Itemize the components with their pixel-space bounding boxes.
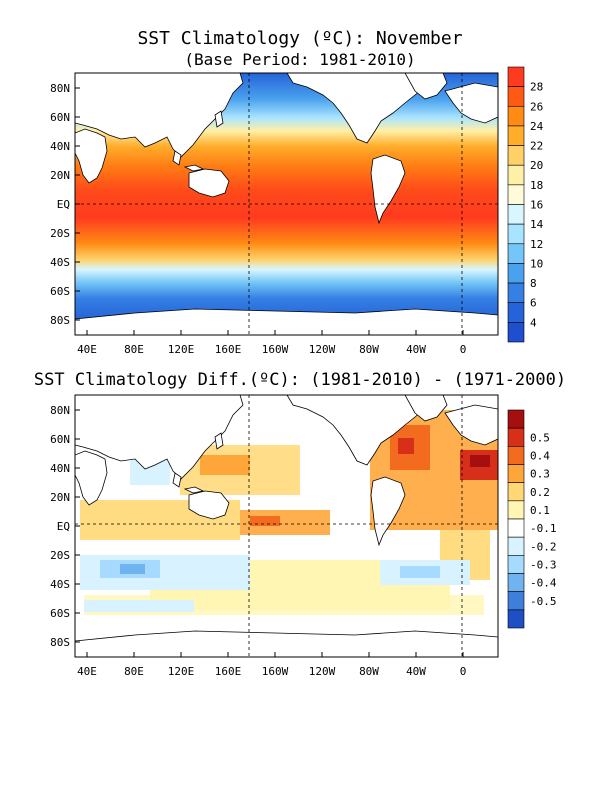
bottom-colorbar-swatch xyxy=(507,536,525,556)
top-colorbar-swatch xyxy=(507,145,525,166)
bottom-colorbar-swatch xyxy=(507,464,525,483)
bottom-colorbar-swatch xyxy=(507,446,525,465)
top-map-lat-label: 40S xyxy=(50,256,70,269)
bottom-colorbar-label: 0.3 xyxy=(530,468,550,481)
top-map-lon-label: 80W xyxy=(359,343,379,356)
top-map-lon-label: 40W xyxy=(406,343,426,356)
bottom-map-lat-label: 40S xyxy=(50,578,70,591)
top-colorbar-swatch xyxy=(507,243,525,264)
top-map-lat-label: 20S xyxy=(50,227,70,240)
bottom-colorbar-label: 0.4 xyxy=(530,449,550,462)
top-colorbar: 28 26 24 22 20 18 16 14 12 10 8 6 4 xyxy=(507,66,544,343)
top-colorbar-label: 12 xyxy=(530,238,543,251)
top-map-lon-label: 0 xyxy=(460,343,467,356)
top-colorbar-swatch xyxy=(507,66,525,87)
top-map-lat-label: 80S xyxy=(50,314,70,327)
bottom-colorbar-swatch xyxy=(507,573,525,592)
top-colorbar-label: 10 xyxy=(530,257,543,270)
top-map-subtitle: (Base Period: 1981-2010) xyxy=(184,50,416,69)
top-map-lon-label: 160E xyxy=(215,343,242,356)
bottom-map-lat-label: EQ xyxy=(57,520,70,533)
bottom-map-lon-axis: 40E 80E 120E 160E 160W 120W 80W 40W 0 xyxy=(77,652,466,678)
top-map-lat-label: 80N xyxy=(50,82,70,95)
bottom-colorbar-swatch xyxy=(507,482,525,502)
top-colorbar-label: 14 xyxy=(530,218,544,231)
bottom-map-title: SST Climatology Diff.(ºC): (1981-2010) -… xyxy=(33,370,567,390)
top-map-lon-axis: 40E 80E 120E 160E 160W 120W 80W 40W 0 xyxy=(77,330,466,356)
bottom-colorbar-label: -0.5 xyxy=(530,595,557,608)
bottom-map-lon-label: 160E xyxy=(215,665,242,678)
bottom-map-lon-label: 120E xyxy=(168,665,195,678)
bottom-map-lon-label: 80E xyxy=(124,665,144,678)
bottom-map-lon-label: 40W xyxy=(406,665,426,678)
bottom-map: 80N 60N 40N 20N EQ 20S 40S 60S 80S 40E 80E 120E 160… xyxy=(50,394,499,678)
top-colorbar-swatch xyxy=(507,322,525,343)
bottom-colorbar-label: 0.2 xyxy=(530,486,550,499)
bottom-map-lat-label: 40N xyxy=(50,462,70,475)
bottom-colorbar-swatch xyxy=(507,518,525,538)
bottom-map-lon-label: 120W xyxy=(309,665,336,678)
top-map-lat-label: 40N xyxy=(50,140,70,153)
top-map-lon-label: 80E xyxy=(124,343,144,356)
top-colorbar-swatch xyxy=(507,184,525,205)
top-colorbar-swatch xyxy=(507,223,525,245)
top-colorbar-label: 20 xyxy=(530,159,543,172)
top-map-lat-label: 60S xyxy=(50,285,70,298)
top-map-lon-label: 40E xyxy=(77,343,97,356)
top-colorbar-label: 22 xyxy=(530,140,543,153)
top-map-lon-label: 120E xyxy=(168,343,195,356)
top-map-lon-label: 120W xyxy=(309,343,336,356)
bottom-colorbar-label: 0.5 xyxy=(530,431,550,444)
bottom-map-lon-label: 80W xyxy=(359,665,379,678)
top-colorbar-swatch xyxy=(507,302,525,323)
top-map-lat-label: 60N xyxy=(50,111,70,124)
top-colorbar-label: 8 xyxy=(530,277,537,290)
bottom-colorbar-swatch xyxy=(507,609,525,629)
top-map-title: SST Climatology (ºC): November xyxy=(137,28,463,49)
bottom-map-lat-label: 60N xyxy=(50,433,70,446)
bottom-map-lon-label: 0 xyxy=(460,665,467,678)
top-colorbar-swatch xyxy=(507,105,525,127)
top-colorbar-swatch xyxy=(507,86,525,107)
top-colorbar-label: 26 xyxy=(530,100,543,113)
bottom-colorbar-label: 0.1 xyxy=(530,504,550,517)
bottom-map-lat-label: 80N xyxy=(50,404,70,417)
bottom-map-lat-label: 80S xyxy=(50,636,70,649)
bottom-colorbar: 0.5 0.4 0.3 0.2 0.1 -0.1 -0.2 -0.3 -0.4 -0.5 xyxy=(507,409,557,629)
top-map-lat-label: EQ xyxy=(57,198,70,211)
top-colorbar-swatch xyxy=(507,125,525,146)
bottom-colorbar-label: -0.1 xyxy=(530,522,557,535)
top-colorbar-label: 18 xyxy=(530,179,543,192)
top-map-lon-label: 160W xyxy=(262,343,289,356)
top-colorbar-label: 4 xyxy=(530,316,537,329)
bottom-map-lat-label: 20S xyxy=(50,549,70,562)
top-colorbar-label: 28 xyxy=(530,81,543,94)
bottom-map-lat-axis: 80N 60N 40N 20N EQ 20S 40S 60S 80S xyxy=(50,404,80,649)
bottom-colorbar-swatch xyxy=(507,427,525,447)
bottom-map-lon-label: 160W xyxy=(262,665,289,678)
top-colorbar-label: 6 xyxy=(530,297,537,310)
top-map-lat-axis: 80N 60N 40N 20N EQ 20S 40S 60S 80S xyxy=(50,82,80,327)
top-colorbar-swatch xyxy=(507,282,525,304)
bottom-colorbar-swatch xyxy=(507,500,525,520)
top-map-lat-label: 20N xyxy=(50,169,70,182)
top-colorbar-swatch xyxy=(507,263,525,284)
bottom-colorbar-swatch xyxy=(507,555,525,574)
bottom-colorbar-swatch xyxy=(507,591,525,611)
top-colorbar-label: 16 xyxy=(530,199,543,212)
top-map: 80N 60N 40N 20N EQ 20S 40S 60S 80S 40E 80E 120E 160… xyxy=(50,72,499,356)
bottom-colorbar-label: -0.2 xyxy=(530,540,557,553)
top-colorbar-swatch xyxy=(507,164,525,186)
bottom-colorbar-swatch xyxy=(507,409,525,429)
bottom-colorbar-label: -0.4 xyxy=(530,577,557,590)
bottom-colorbar-label: -0.3 xyxy=(530,558,557,571)
bottom-map-lat-label: 20N xyxy=(50,491,70,504)
bottom-map-lon-label: 40E xyxy=(77,665,97,678)
bottom-map-lat-label: 60S xyxy=(50,607,70,620)
top-colorbar-swatch xyxy=(507,204,525,225)
top-colorbar-label: 24 xyxy=(530,120,544,133)
